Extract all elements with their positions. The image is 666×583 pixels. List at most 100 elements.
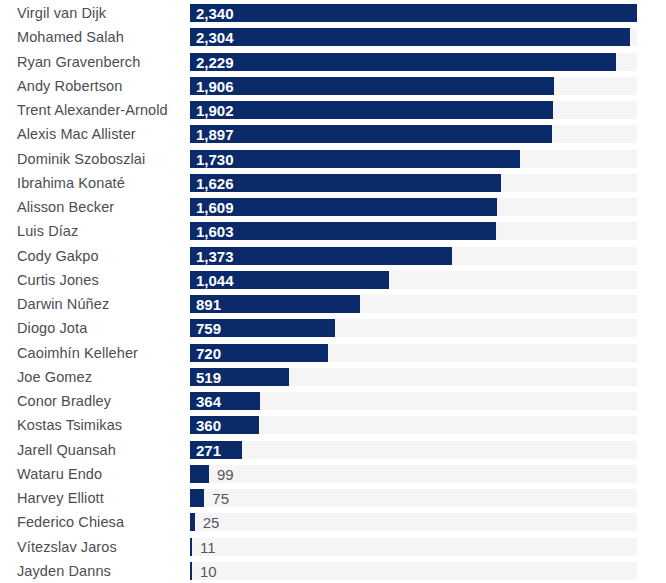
bar-track: 364 <box>190 392 637 410</box>
bar-track: 1,730 <box>190 150 637 168</box>
value-label: 1,897 <box>196 127 234 142</box>
player-name-label: Joe Gomez <box>0 369 190 385</box>
value-label: 2,229 <box>196 54 234 69</box>
value-label: 364 <box>196 394 221 409</box>
bar-track: 891 <box>190 295 637 313</box>
player-name-label: Kostas Tsimikas <box>0 417 190 433</box>
bar-track: 1,609 <box>190 198 637 216</box>
value-label: 2,340 <box>196 6 234 21</box>
bar-track: 1,603 <box>190 222 637 240</box>
value-bar <box>190 150 520 168</box>
value-label: 720 <box>196 345 221 360</box>
bar-track: 1,906 <box>190 77 637 95</box>
bar-track: 720 <box>190 344 637 362</box>
bar-track: 1,373 <box>190 247 637 265</box>
value-bar <box>190 125 552 143</box>
value-label: 519 <box>196 369 221 384</box>
value-bar <box>190 174 501 192</box>
chart-row: Andy Robertson 1,906 <box>0 74 666 98</box>
player-name-label: Vítezslav Jaros <box>0 539 190 555</box>
chart-row: Federico Chiesa 25 <box>0 510 666 534</box>
bar-track: 10 <box>190 562 637 580</box>
value-label: 75 <box>212 491 229 506</box>
chart-row: Luis Díaz 1,603 <box>0 219 666 243</box>
player-name-label: Ryan Gravenberch <box>0 54 190 70</box>
player-name-label: Harvey Elliott <box>0 490 190 506</box>
player-name-label: Darwin Núñez <box>0 296 190 312</box>
player-name-label: Virgil van Dijk <box>0 5 190 21</box>
player-name-label: Curtis Jones <box>0 272 190 288</box>
bar-track: 360 <box>190 416 637 434</box>
chart-row: Conor Bradley 364 <box>0 389 666 413</box>
value-label: 1,603 <box>196 224 234 239</box>
value-label: 360 <box>196 418 221 433</box>
value-bar <box>190 4 637 22</box>
player-name-label: Ibrahima Konaté <box>0 175 190 191</box>
chart-row: Trent Alexander-Arnold 1,902 <box>0 98 666 122</box>
value-bar <box>190 77 554 95</box>
value-bar <box>190 538 192 556</box>
player-name-label: Trent Alexander-Arnold <box>0 102 190 118</box>
value-bar <box>190 513 195 531</box>
value-bar <box>190 101 553 119</box>
bar-track: 1,902 <box>190 101 637 119</box>
chart-row: Cody Gakpo 1,373 <box>0 244 666 268</box>
value-label: 11 <box>200 539 216 554</box>
chart-row: Virgil van Dijk 2,340 <box>0 1 666 25</box>
value-label: 1,626 <box>196 175 234 190</box>
player-name-label: Federico Chiesa <box>0 514 190 530</box>
bar-track: 75 <box>190 489 637 507</box>
bar-track: 2,229 <box>190 53 637 71</box>
chart-row: Vítezslav Jaros 11 <box>0 535 666 559</box>
value-label: 1,902 <box>196 103 234 118</box>
bar-track: 99 <box>190 465 637 483</box>
value-label: 891 <box>196 297 221 312</box>
value-bar <box>190 28 630 46</box>
value-bar <box>190 562 192 580</box>
value-bar <box>190 489 204 507</box>
player-name-label: Cody Gakpo <box>0 248 190 264</box>
value-label: 99 <box>217 466 234 481</box>
chart-row: Kostas Tsimikas 360 <box>0 413 666 437</box>
player-name-label: Caoimhín Kelleher <box>0 345 190 361</box>
chart-row: Mohamed Salah 2,304 <box>0 25 666 49</box>
bar-track: 25 <box>190 513 637 531</box>
chart-row: Dominik Szoboszlai 1,730 <box>0 147 666 171</box>
player-name-label: Mohamed Salah <box>0 29 190 45</box>
player-name-label: Alisson Becker <box>0 199 190 215</box>
player-name-label: Jarell Quansah <box>0 442 190 458</box>
value-bar <box>190 198 497 216</box>
chart-row: Joe Gomez 519 <box>0 365 666 389</box>
player-name-label: Luis Díaz <box>0 223 190 239</box>
chart-row: Alexis Mac Allister 1,897 <box>0 122 666 146</box>
bar-chart: Virgil van Dijk 2,340 Mohamed Salah 2,30… <box>0 0 666 583</box>
chart-row: Alisson Becker 1,609 <box>0 195 666 219</box>
chart-row: Ryan Gravenberch 2,229 <box>0 50 666 74</box>
value-label: 271 <box>196 442 221 457</box>
bar-track: 2,304 <box>190 28 637 46</box>
bar-track: 2,340 <box>190 4 637 22</box>
bar-track: 11 <box>190 538 637 556</box>
chart-row: Diogo Jota 759 <box>0 316 666 340</box>
value-label: 10 <box>200 563 217 578</box>
value-label: 2,304 <box>196 30 234 45</box>
value-label: 1,373 <box>196 248 234 263</box>
player-name-label: Alexis Mac Allister <box>0 126 190 142</box>
bar-track: 271 <box>190 441 637 459</box>
chart-row: Darwin Núñez 891 <box>0 292 666 316</box>
chart-row: Ibrahima Konaté 1,626 <box>0 171 666 195</box>
player-name-label: Diogo Jota <box>0 320 190 336</box>
value-label: 1,609 <box>196 200 234 215</box>
player-name-label: Jayden Danns <box>0 563 190 579</box>
bar-track: 1,897 <box>190 125 637 143</box>
value-bar <box>190 465 209 483</box>
value-bar <box>190 53 616 71</box>
bar-track: 519 <box>190 368 637 386</box>
chart-row: Wataru Endo 99 <box>0 462 666 486</box>
value-label: 1,730 <box>196 151 234 166</box>
bar-track: 1,626 <box>190 174 637 192</box>
chart-row: Caoimhín Kelleher 720 <box>0 341 666 365</box>
chart-row: Jayden Danns 10 <box>0 559 666 583</box>
player-name-label: Wataru Endo <box>0 466 190 482</box>
chart-row: Curtis Jones 1,044 <box>0 268 666 292</box>
